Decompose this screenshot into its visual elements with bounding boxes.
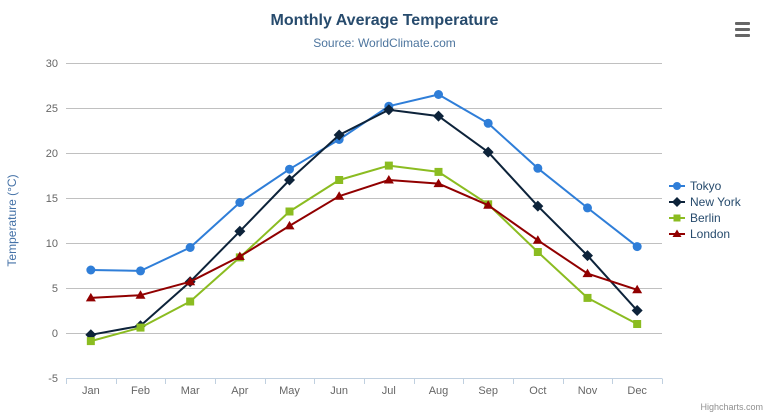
point-london-feb[interactable] [135,290,146,299]
point-berlin-jun[interactable] [335,176,344,184]
legend-label: New York [690,195,741,209]
point-new-york-aug[interactable] [433,110,444,122]
point-tokyo-apr[interactable] [235,198,245,207]
point-new-york-sep[interactable] [482,146,494,158]
point-new-york-apr[interactable] [234,225,246,237]
hamburger-menu-icon [735,28,750,31]
point-london-nov[interactable] [582,268,593,278]
x-axis-label: Feb [131,385,150,397]
point-london-oct[interactable] [532,235,543,244]
legend-label: Berlin [690,211,721,225]
chart-subtitle: Source: WorldClimate.com [313,36,456,50]
point-new-york-oct[interactable] [532,200,544,212]
y-axis-label: -5 [48,373,58,385]
point-new-york-jul[interactable] [383,104,395,116]
point-tokyo-nov[interactable] [583,203,592,213]
legend-symbol-new-york [669,197,685,207]
x-axis-label: Jul [382,385,396,397]
chart-title: Monthly Average Temperature [270,12,499,29]
y-axis-label: 5 [52,283,58,295]
point-tokyo-aug[interactable] [434,90,443,99]
y-axis-label: 15 [46,193,58,205]
legend-label: London [690,227,731,241]
legend-marker-new-york [672,197,682,207]
series-line-berlin [89,164,639,343]
legend-symbol-berlin [669,214,685,222]
legend-item-berlin[interactable]: Berlin [669,210,741,226]
series-line-new-york [89,108,639,336]
x-axis-label: Sep [478,385,498,397]
y-axis-label: 10 [46,238,58,250]
point-berlin-oct[interactable] [533,248,542,256]
point-london-mar[interactable] [185,276,196,286]
point-tokyo-oct[interactable] [533,163,543,173]
point-london-jul[interactable] [383,175,394,184]
legend-item-tokyo[interactable]: Tokyo [669,178,741,194]
series-line-tokyo [89,93,639,272]
point-tokyo-dec[interactable] [632,242,642,252]
y-axis-label: 0 [52,328,58,340]
legend-item-new-york[interactable]: New York [669,194,741,210]
point-berlin-dec[interactable] [633,320,642,328]
point-london-jun[interactable] [334,191,345,200]
point-tokyo-jan[interactable] [86,265,96,275]
x-axis-label: Jun [330,385,348,397]
point-london-aug[interactable] [433,178,444,188]
hamburger-menu-icon [735,22,750,25]
point-london-apr[interactable] [234,251,245,261]
point-berlin-may[interactable] [285,207,294,216]
legend-marker-london [672,229,682,237]
point-london-may[interactable] [284,220,295,230]
x-axis-label: May [279,385,300,397]
point-london-dec[interactable] [632,284,643,294]
point-new-york-may[interactable] [284,174,295,186]
point-berlin-feb[interactable] [136,323,145,332]
point-berlin-aug[interactable] [434,167,443,176]
credits-link[interactable]: Highcharts.com [700,402,763,412]
y-axis-title: Temperature (°C) [5,174,19,266]
point-tokyo-may[interactable] [285,164,294,174]
legend-item-london[interactable]: London [669,226,741,242]
point-berlin-jul[interactable] [384,161,393,170]
y-axis-label: 20 [46,148,58,160]
y-axis-label: 25 [46,103,58,115]
point-berlin-nov[interactable] [583,293,592,302]
x-axis-label: Dec [627,385,647,397]
legend-symbol-tokyo [669,182,685,190]
x-axis-label: Aug [429,385,449,397]
point-tokyo-mar[interactable] [185,243,195,252]
y-axis-label: 30 [46,58,58,70]
point-london-sep[interactable] [483,200,494,209]
point-new-york-dec[interactable] [631,305,643,316]
legend-marker-berlin [673,214,681,222]
legend-marker-tokyo [673,182,681,190]
point-new-york-nov[interactable] [582,250,593,262]
point-tokyo-feb[interactable] [136,266,145,276]
x-axis-label: Mar [181,385,200,397]
point-london-jan[interactable] [85,292,96,302]
legend: Tokyo New York Berlin London [669,178,741,242]
legend-symbol-london [669,229,685,237]
point-new-york-jun[interactable] [333,129,345,141]
export-menu-button[interactable] [733,20,754,39]
x-axis-label: Jan [82,385,100,397]
x-axis-label: Oct [529,385,546,397]
point-berlin-jan[interactable] [86,337,95,346]
series-line-london [89,179,639,299]
x-axis-label: Nov [578,385,598,397]
x-axis-label: Apr [231,385,248,397]
point-berlin-mar[interactable] [186,297,195,306]
legend-label: Tokyo [690,179,722,193]
hamburger-menu-icon [735,34,750,37]
point-tokyo-sep[interactable] [483,118,493,128]
